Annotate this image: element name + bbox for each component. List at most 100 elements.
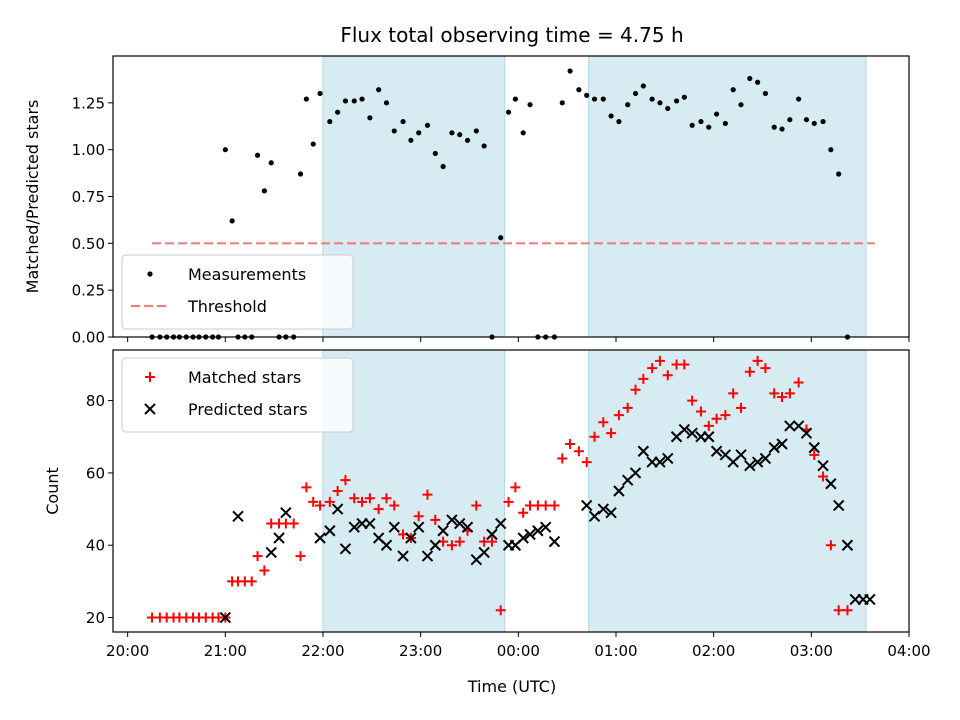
predicted-stars-point	[751, 456, 764, 468]
x-tick-label: 02:00	[692, 642, 735, 660]
predicted-stars-point	[380, 539, 393, 551]
measurement-point	[591, 96, 598, 102]
matched-stars-point	[809, 449, 820, 460]
predicted-stars-point	[397, 550, 409, 562]
measurement-point	[559, 100, 565, 106]
bottom-legend: Matched stars Predicted stars	[121, 357, 354, 433]
matched-stars-point	[720, 410, 731, 421]
top-y-tick-label: 1.00	[72, 141, 105, 159]
x-tick-label: 21:00	[204, 642, 247, 660]
matched-stars-point	[573, 446, 584, 457]
measurement-point	[505, 109, 512, 115]
measurement-point	[787, 117, 793, 123]
measurement-point	[481, 143, 487, 149]
matched-stars-point	[540, 500, 551, 511]
matched-stars-point	[332, 486, 343, 496]
matched-stars-point	[315, 500, 326, 511]
matched-stars-point	[695, 406, 706, 417]
chart-title: Flux total observing time = 4.75 h	[340, 23, 683, 47]
matched-stars-point	[349, 493, 360, 504]
matched-stars-point	[728, 388, 739, 399]
measurement-point	[400, 118, 406, 125]
predicted-stars-point	[703, 431, 715, 443]
bottom-y-tick-label: 40	[86, 537, 105, 555]
x-tick-label: 00:00	[497, 642, 540, 660]
matched-stars-point	[422, 489, 433, 500]
measurement-point	[268, 160, 274, 166]
predicted-stars-point	[324, 525, 336, 537]
legend-matched-marker	[145, 372, 155, 382]
matched-stars-point	[446, 540, 457, 551]
matched-stars-point	[510, 482, 521, 493]
matched-stars-point	[454, 536, 465, 547]
matched-stars-point	[760, 363, 771, 374]
measurement-point	[820, 118, 826, 125]
x-tick-label: 03:00	[790, 642, 833, 660]
matched-stars-point	[622, 402, 633, 413]
matched-stars-point	[295, 551, 306, 562]
bottom-y-axis-label: Count	[43, 467, 62, 515]
predicted-stars-point	[437, 525, 449, 537]
measurement-point	[600, 96, 606, 102]
measurement-point	[512, 96, 518, 102]
measurement-point	[698, 118, 704, 125]
predicted-stars-point	[629, 467, 642, 479]
x-tick-label: 23:00	[399, 642, 442, 660]
x-tick-label: 20:00	[106, 642, 149, 660]
top-y-tick-label: 0.75	[72, 188, 105, 206]
measurement-point	[796, 96, 802, 102]
matched-stars-point	[518, 507, 529, 518]
measurement-point	[229, 218, 235, 224]
measurement-point	[261, 188, 267, 194]
predicted-stars-point	[454, 517, 466, 530]
predicted-stars-point	[388, 521, 400, 533]
matched-stars-point	[687, 395, 698, 406]
predicted-stars-point	[364, 517, 376, 530]
measurement-point	[755, 79, 761, 85]
matched-stars-point	[769, 388, 780, 399]
predicted-stars-point	[588, 510, 601, 523]
measurement-point	[608, 113, 614, 119]
matched-stars-point	[654, 355, 665, 366]
predicted-stars-point	[331, 503, 344, 515]
matched-stars-point	[252, 551, 263, 562]
measurement-point	[576, 87, 582, 93]
predicted-stars-point	[219, 611, 232, 624]
matched-stars-point	[630, 384, 641, 395]
predicted-stars-point	[832, 499, 845, 512]
matched-stars-point	[471, 500, 482, 511]
matched-stars-point	[647, 363, 658, 374]
measurement-point	[567, 68, 573, 74]
predicted-stars-point	[759, 452, 772, 465]
top-panel: 0.00 0.25 0.50 0.75 1.00 1.25 Matched/Predict…	[23, 55, 910, 347]
predicted-stars-point	[841, 539, 854, 551]
matched-stars-point	[842, 605, 853, 616]
measurement-point	[335, 109, 341, 115]
measurement-point	[730, 87, 736, 93]
predicted-stars-point	[446, 514, 458, 526]
matched-stars-point	[784, 388, 795, 399]
top-legend: Measurements Threshold	[121, 254, 354, 330]
predicted-stars-point	[532, 525, 544, 537]
measurement-point	[317, 90, 323, 97]
measurement-point	[762, 90, 769, 97]
measurement-point	[625, 102, 631, 108]
predicted-stars-point	[678, 423, 691, 436]
top-y-tick-label: 0.50	[72, 235, 105, 253]
matched-stars-point	[259, 565, 270, 576]
matched-stars-point	[324, 496, 335, 507]
matched-stars-point	[430, 514, 441, 525]
predicted-stars-point	[784, 420, 796, 432]
measurement-point	[457, 132, 463, 138]
predicted-stars-point	[429, 539, 442, 551]
x-tick-label: 04:00	[887, 642, 930, 660]
legend-predicted-marker	[144, 403, 156, 415]
matched-stars-point	[818, 471, 829, 482]
predicted-stars-point	[265, 546, 277, 559]
bottom-legend-label: Predicted stars	[188, 400, 308, 419]
top-y-axis-label: Matched/Predicted stars	[23, 100, 42, 294]
measurement-point	[303, 96, 309, 102]
measurement-point	[222, 147, 228, 153]
measurement-point	[473, 128, 479, 134]
top-y-tick-label: 1.25	[72, 94, 105, 112]
